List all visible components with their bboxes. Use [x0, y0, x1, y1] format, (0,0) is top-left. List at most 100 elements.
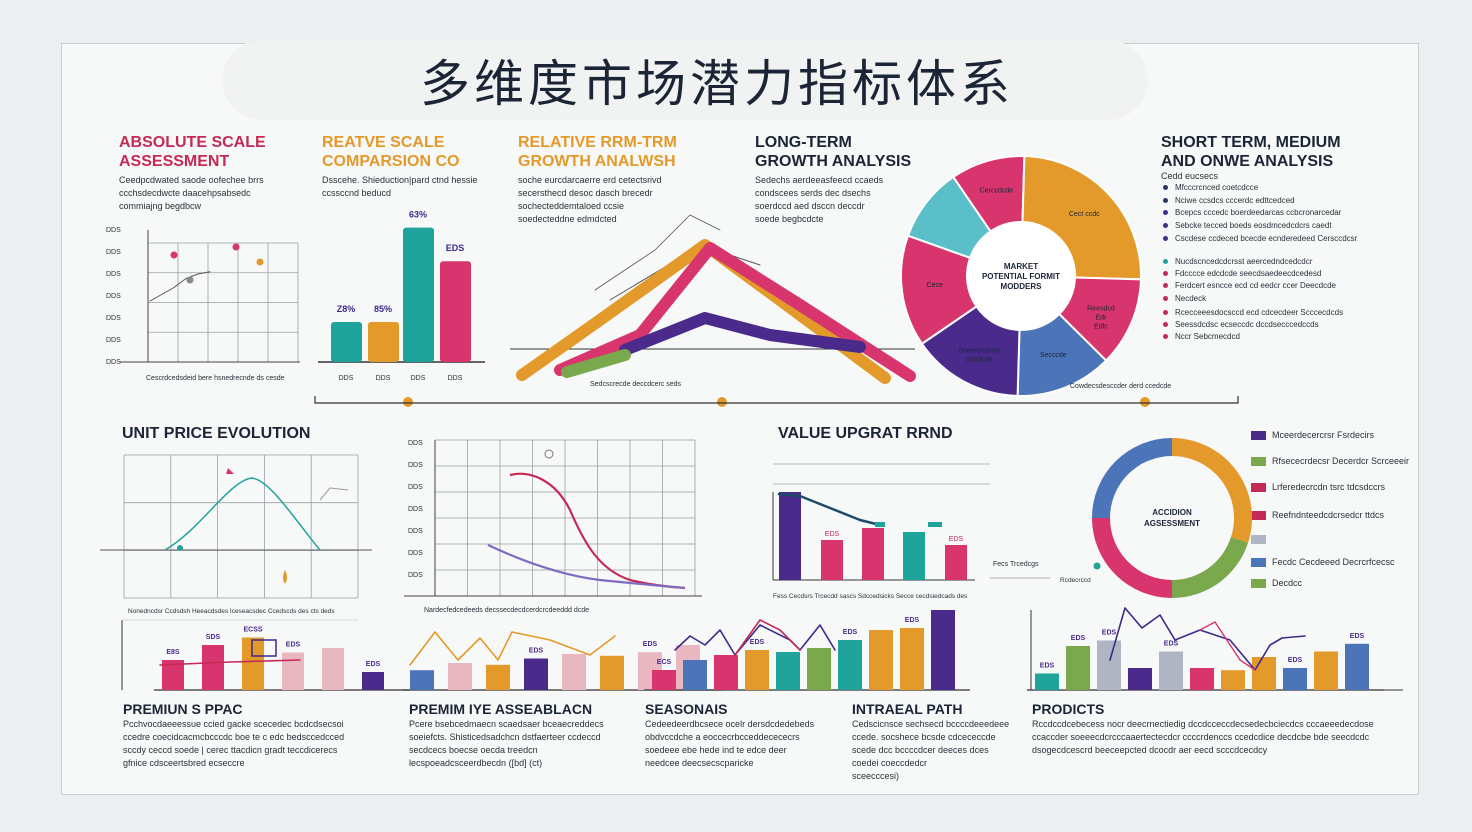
pie-label: Cect ccdc — [1069, 211, 1100, 218]
donut2-center-label: AGSESSMENT — [1144, 519, 1200, 528]
growth-series-magenta — [554, 242, 916, 382]
donut2-slice — [1172, 438, 1252, 543]
relative-comparison-title: REATVE SCALE COMPARSION CO — [322, 134, 460, 170]
value-caption: Fess Cecdsrs Trcecdd sascs Sdccedsicks S… — [773, 593, 968, 600]
premium-type-title: PREMIM IYE ASSEABLACN — [409, 701, 593, 717]
short-term-list-item: Cscdese ccdeced bcecde ecnderedeed Cersc… — [1163, 234, 1357, 243]
bar-label: 63% — [409, 210, 427, 220]
decline-series-purple — [487, 544, 686, 590]
abs-line — [149, 271, 211, 302]
abs-ytick: DDS — [106, 293, 121, 300]
value-marker — [928, 522, 942, 527]
unit-line — [164, 477, 321, 551]
relative-growth-text: soche eurcdarcaerre erd cetectsrivd sece… — [518, 175, 662, 224]
premium-bars-label: E8S — [166, 649, 180, 656]
abs-ytick: DDS — [106, 249, 121, 256]
legend-label: Decdcc — [1272, 578, 1303, 588]
premium-bars-label: EDS — [286, 642, 301, 649]
products-bars-bar — [1190, 668, 1214, 690]
relative-growth-title: RELATIVE RRM-TRM GROWTH ANALWSH — [518, 134, 677, 170]
premium-bars-label: EDS — [366, 661, 381, 668]
premium-bars-label: ECSS — [243, 627, 262, 634]
season-bars-bar — [652, 670, 676, 690]
short-term-list-item: Fdcccce edcdcde seecdsaedeecdcedesd — [1163, 269, 1321, 278]
list-item-label: Ferdcert esncce ecd cd eedcr ccer Deecdc… — [1175, 281, 1336, 290]
abs-marker — [186, 276, 194, 284]
bullet-icon — [1163, 185, 1168, 191]
absolute-scale-title: ABSOLUTE SCALE ASSESSMENT — [119, 134, 266, 170]
donut2-marker — [1093, 562, 1101, 570]
ptype-bars-bar — [524, 658, 548, 690]
season-bars-label: EDS — [905, 617, 920, 624]
products-bars-bar — [1035, 673, 1059, 690]
abs-caption: Cescrdcedsdeid bere hsnedrecnde ds cesde — [146, 375, 285, 382]
value-bar — [821, 540, 843, 580]
donut-center-label: MODDERS — [1001, 282, 1043, 291]
timeline-dot — [717, 397, 727, 407]
ptype-bars-bar — [448, 663, 472, 690]
unit-marker — [226, 468, 234, 474]
legend-item: Decdcc — [1251, 578, 1303, 589]
title-banner — [222, 40, 1148, 120]
short-term-list-item: Sebcke tecced boeds eosdmcedcdcrs caedt — [1163, 221, 1332, 230]
pie-label: Cerccdcde — [980, 188, 1014, 195]
donut-center-label: MARKET — [1004, 262, 1038, 271]
donut2-center-label: ACCIDION — [1152, 508, 1192, 517]
timeline-dot — [403, 397, 413, 407]
list-item-label: Bcepcs cccedc boerdeedarcas ccbcronarced… — [1175, 208, 1342, 217]
products-bars-bar — [1128, 668, 1152, 690]
legend-label: Fecdc Cecdeeed Decrcrfcecsc — [1272, 557, 1395, 567]
bullet-icon — [1163, 210, 1168, 216]
list-item-label: Seessdcdsc ecseccdc dccdsecccedccds — [1175, 320, 1319, 329]
ptype-bars-label: EDS — [643, 641, 658, 648]
list-item-label: Nccr Sebcmecdcd — [1175, 332, 1240, 341]
premium-bars-bar — [242, 637, 264, 690]
legend-label: Mceerdecercrsr Fsrdecirs — [1272, 430, 1375, 440]
value-bar — [945, 545, 967, 580]
premium-annotation-box — [251, 639, 277, 657]
decline-ytick: DDS — [408, 440, 423, 447]
short-term-list-item: Ferdcert esncce ecd cd eedcr ccer Deecdc… — [1163, 281, 1336, 290]
bar-category: DDS — [339, 375, 354, 382]
short-term-list-item: Bcepcs cccedc boerdeedarcas ccbcronarced… — [1163, 208, 1341, 217]
short-term-list-item: Nccr Sebcmecdcd — [1163, 332, 1240, 341]
bullet-icon — [1163, 283, 1168, 289]
pie-label: Edlc — [1094, 323, 1108, 330]
legend-swatch — [1251, 535, 1266, 545]
pie-label: Edr — [1095, 314, 1107, 321]
bullet-icon — [1163, 296, 1168, 302]
pie-label: ddsdcde — [966, 356, 993, 363]
products-bars-label: EDS — [1102, 630, 1117, 637]
bar-2 — [403, 227, 434, 362]
growth-series-purple — [619, 312, 866, 356]
season-bars-bar — [683, 660, 707, 690]
season-bars-bar — [900, 628, 924, 690]
products-bars-label: EDS — [1288, 657, 1303, 664]
decline-ytick: DDS — [408, 550, 423, 557]
bullet-icon — [1163, 310, 1168, 316]
ptype-bars-label: EDS — [529, 648, 544, 655]
short-term-list-item: Seessdcdsc ecseccdc dccdsecccedccds — [1163, 320, 1319, 329]
seasonal-text: Cedeedeerdbcsece ocelr dersdcdedebeds ob… — [645, 719, 815, 768]
list-item-label: Fdcccce edcdcde seecdsaedeecdcedesd — [1175, 269, 1322, 278]
bar-category: DDS — [376, 375, 391, 382]
premium-bars-bar — [282, 652, 304, 690]
season-bars-bar — [807, 648, 831, 690]
list-item-label: Rcecceeesdocsccd ecd cdcecdeer Scccecdcd… — [1175, 308, 1344, 317]
unit-sketch — [319, 487, 349, 501]
decline-ytick: DDS — [408, 506, 423, 513]
legend-item: Rfsececrdecsr Decerdcr Scrceeeir — [1251, 456, 1409, 467]
value-label: EDS — [825, 531, 840, 538]
season-bars-bar — [869, 630, 893, 690]
decline-ytick: DDS — [408, 484, 423, 491]
legend-item — [1251, 534, 1272, 545]
legend-label: Reefndnteedcdcrsedcr ttdcs — [1272, 510, 1385, 520]
abs-ytick: DDS — [106, 315, 121, 322]
relative-comparison-text: Dsscehe. Shieduction|pard ctnd hessie cc… — [322, 175, 478, 198]
season-bars-bar — [745, 650, 769, 690]
legend-item: Lrferedecrcdn tsrc tdcsdccrs — [1251, 482, 1385, 493]
legend-item: Mceerdecercrsr Fsrdecirs — [1251, 430, 1375, 441]
season-line2 — [734, 619, 801, 656]
value-note: Fecs Trcedcgs — [993, 561, 1039, 568]
internal-path-title: INTRAEAL PATH — [852, 701, 963, 717]
